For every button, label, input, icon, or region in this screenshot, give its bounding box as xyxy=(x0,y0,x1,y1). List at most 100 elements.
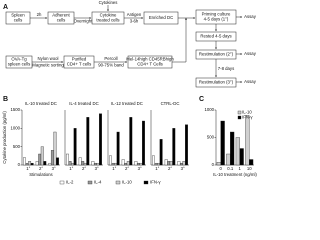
bar xyxy=(235,137,240,166)
bar xyxy=(68,161,72,166)
bar xyxy=(99,113,102,166)
panel-label: B xyxy=(3,96,8,103)
bar xyxy=(35,161,39,166)
x-tick-label: 1° xyxy=(26,166,30,171)
bar xyxy=(81,161,85,166)
bar xyxy=(121,159,125,166)
x-tick-label: 3° xyxy=(95,166,99,171)
y-tick-label: 500 xyxy=(13,144,21,149)
edge-label: Overnight xyxy=(74,19,93,24)
legend-swatch xyxy=(143,180,149,185)
x-tick-label: 2° xyxy=(125,166,129,171)
node-label: Priming culture xyxy=(202,12,231,17)
x-tick-label: 1° xyxy=(112,166,116,171)
bar xyxy=(249,159,254,166)
bar xyxy=(185,124,188,166)
bar xyxy=(139,162,143,166)
x-tick-label: 3° xyxy=(181,166,185,171)
bar xyxy=(78,157,82,166)
x-tick-label: 2° xyxy=(168,166,172,171)
x-tick-label: 3° xyxy=(138,166,142,171)
chart-title: IL-12 treated DC xyxy=(111,101,143,106)
bar xyxy=(154,162,158,166)
edge-label: 3-6h xyxy=(130,19,139,24)
node-label: Restimulation (3°) xyxy=(199,80,234,85)
bar xyxy=(124,162,128,166)
legend-swatch xyxy=(237,110,242,115)
node-label: 4-5 days (1°) xyxy=(204,17,229,22)
bar xyxy=(109,155,112,166)
bar xyxy=(71,162,75,166)
bar xyxy=(86,117,90,166)
chart-title: CTRL-DC xyxy=(161,101,180,106)
edge-label: Antigen xyxy=(127,12,142,17)
bar xyxy=(30,162,34,166)
edge-label: Percoll xyxy=(104,56,117,61)
node-box xyxy=(195,77,237,88)
bar xyxy=(179,162,183,166)
bar xyxy=(56,157,59,166)
x-tick-label: 2° xyxy=(82,166,86,171)
node-label: Cytokine xyxy=(100,13,117,18)
bar xyxy=(43,161,47,166)
bar xyxy=(116,131,120,166)
node-label: Assay xyxy=(244,79,257,84)
bar xyxy=(167,161,171,166)
bar xyxy=(152,155,155,166)
bar xyxy=(169,161,173,166)
node-label: Rested 4-5 days xyxy=(200,34,231,39)
legend-swatch xyxy=(237,115,242,120)
x-tick-label: 0 xyxy=(220,166,223,171)
bar xyxy=(142,120,145,166)
bar xyxy=(66,153,69,166)
y-tick-label: 1000 xyxy=(10,125,20,130)
edge-label: Magnetic sorting xyxy=(32,63,64,68)
legend-label: IFN-γ xyxy=(242,115,253,120)
edge-label: Cytokines xyxy=(99,0,118,5)
y-tick-label: 0 xyxy=(212,162,215,167)
legend-label: IL-4 xyxy=(94,180,102,185)
node-label: cells xyxy=(14,18,23,23)
node-label: Mel-14high CD45RBhigh xyxy=(126,57,174,62)
x-tick-label: 3° xyxy=(52,166,56,171)
bar xyxy=(172,128,176,166)
legend-label: IFN-γ xyxy=(150,180,161,185)
bar xyxy=(216,162,221,166)
panel-label: A xyxy=(3,4,8,11)
y-tick-label: 500 xyxy=(207,135,215,140)
bar xyxy=(96,162,100,166)
node-label: CD4+ T cells xyxy=(67,62,92,67)
x-axis-label: IL-10 treatment (ng/ml) xyxy=(213,172,257,177)
node-label: CD4+ T Cells xyxy=(137,62,163,67)
edge-label: 2h xyxy=(37,12,42,17)
bar xyxy=(177,161,181,166)
node-label: Restimulation (2°) xyxy=(199,52,234,57)
node-label: OVA-Tg xyxy=(11,57,27,62)
x-tick-label: 1 xyxy=(239,166,242,171)
bar xyxy=(93,162,97,166)
bar xyxy=(136,162,140,166)
bar xyxy=(182,161,186,166)
x-tick-label: 1° xyxy=(69,166,73,171)
bar xyxy=(73,128,77,166)
edge-label: 90-75% band xyxy=(98,63,124,68)
bar xyxy=(53,131,57,166)
bar xyxy=(239,148,244,166)
node-label: Assay xyxy=(244,51,257,56)
node-label: cells xyxy=(57,18,66,23)
bar xyxy=(111,162,115,166)
bar xyxy=(159,139,163,166)
bar xyxy=(25,162,29,166)
legend-label: IL-10 xyxy=(122,180,132,185)
node-label: Assay xyxy=(244,14,257,19)
edge-label: Nylon wool xyxy=(37,56,58,61)
bar xyxy=(91,161,95,166)
y-tick-label: 0 xyxy=(18,162,21,167)
flow-diagram xyxy=(5,5,243,88)
node-label: Enriched DC xyxy=(149,15,173,20)
bar xyxy=(114,162,118,166)
bar xyxy=(23,157,26,166)
x-tick-label: 0.1 xyxy=(227,166,234,171)
bar xyxy=(28,161,32,166)
chart-title: IL-4 treated DC xyxy=(69,101,98,106)
